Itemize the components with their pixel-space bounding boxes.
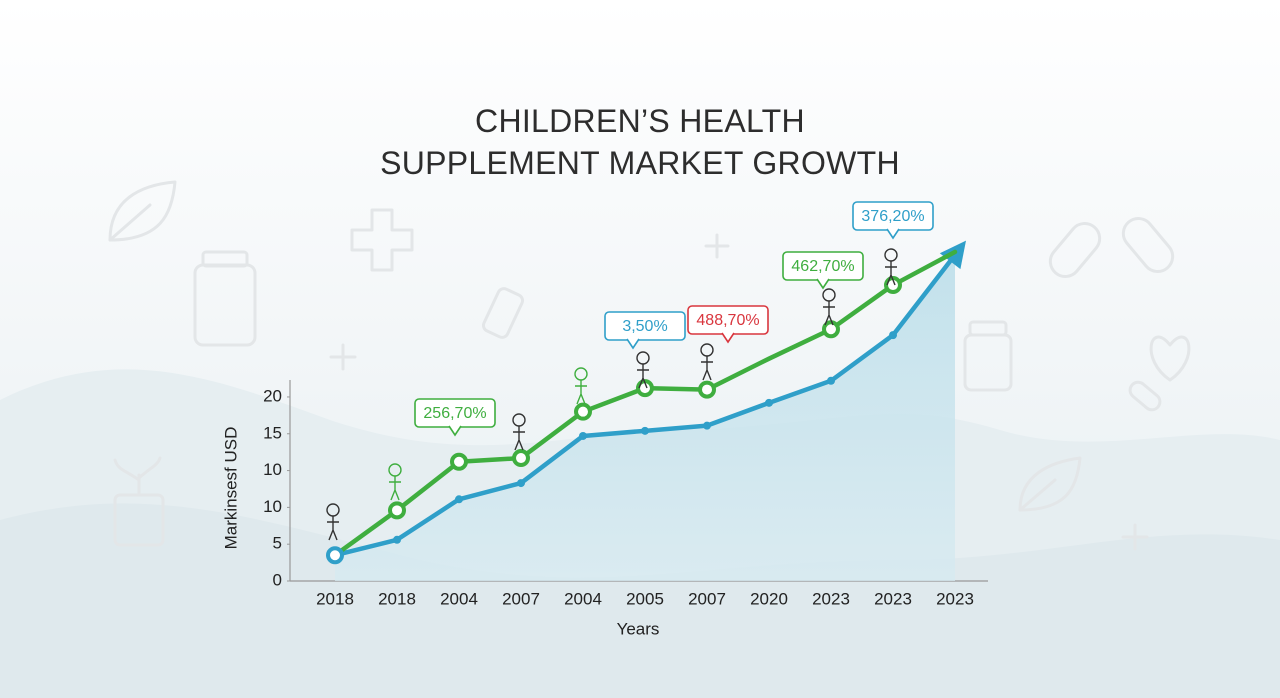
x-tick-label: 2018 (316, 589, 354, 608)
child-body (327, 516, 339, 541)
child-body (513, 426, 525, 451)
callout-text: 462,70% (791, 258, 854, 275)
point-marker (388, 501, 406, 520)
child-icon (388, 463, 402, 501)
point-marker (641, 426, 649, 435)
point-marker (579, 431, 587, 440)
y-tick-label: 10 (263, 460, 282, 479)
callout-text: 256,70% (423, 405, 486, 422)
child-body (701, 356, 713, 381)
y-tick-label: 5 (273, 534, 282, 553)
point-marker (326, 546, 344, 565)
child-icon (512, 413, 526, 451)
x-tick-label: 2004 (564, 589, 602, 608)
child-icon (700, 343, 714, 381)
y-tick-label: 20 (263, 386, 282, 405)
y-tick-label: 10 (263, 497, 282, 516)
y-axis-label: Markinsesf USD (221, 427, 240, 550)
point-marker (889, 331, 897, 340)
callout-tail (626, 338, 640, 350)
x-axis-label: Years (617, 619, 660, 638)
x-tick-label: 2023 (936, 589, 974, 608)
callout-text: 3,50% (622, 318, 667, 335)
point-marker (703, 421, 711, 430)
callout-tail (448, 425, 462, 437)
point-marker (765, 398, 773, 407)
area (335, 254, 955, 582)
point-marker (574, 402, 592, 421)
callout-tail (721, 332, 735, 344)
child-body (637, 364, 649, 389)
child-icon (326, 503, 340, 541)
x-tick-label: 2004 (440, 589, 478, 608)
decorations (108, 180, 1191, 551)
callout-text: 488,70% (696, 312, 759, 329)
point-marker (517, 479, 525, 488)
point-marker (393, 535, 401, 544)
x-tick-label: 2023 (874, 589, 912, 608)
chart-title: CHILDREN’S HEALTH SUPPLEMENT MARKET GROW… (380, 103, 900, 181)
callout-box (604, 311, 686, 341)
callout-text: 376,20% (861, 208, 924, 225)
point-marker (450, 452, 468, 471)
child-body (823, 301, 835, 326)
callout-tail (816, 278, 830, 290)
point-marker (698, 380, 716, 399)
x-tick-label: 2005 (626, 589, 664, 608)
child-body (389, 476, 401, 501)
child-icon (636, 351, 650, 389)
hills (0, 503, 1280, 698)
callout-tail (886, 228, 900, 240)
x-tick-label: 2007 (502, 589, 540, 608)
point-marker (455, 495, 463, 504)
point-marker (827, 376, 835, 385)
child-body (575, 380, 587, 405)
x-tick-label: 2023 (812, 589, 850, 608)
point-marker (512, 449, 530, 468)
child-icon (574, 367, 588, 405)
child-icon (822, 288, 836, 326)
x-tick-label: 2018 (378, 589, 416, 608)
x-tick-label: 2007 (688, 589, 726, 608)
point-marker (884, 276, 902, 295)
point-marker (822, 320, 840, 339)
y-tick-label: 15 (263, 423, 282, 442)
child-icon (884, 248, 898, 286)
y-tick-label: 0 (273, 570, 282, 589)
child-body (885, 261, 897, 286)
x-tick-label: 2020 (750, 589, 788, 608)
